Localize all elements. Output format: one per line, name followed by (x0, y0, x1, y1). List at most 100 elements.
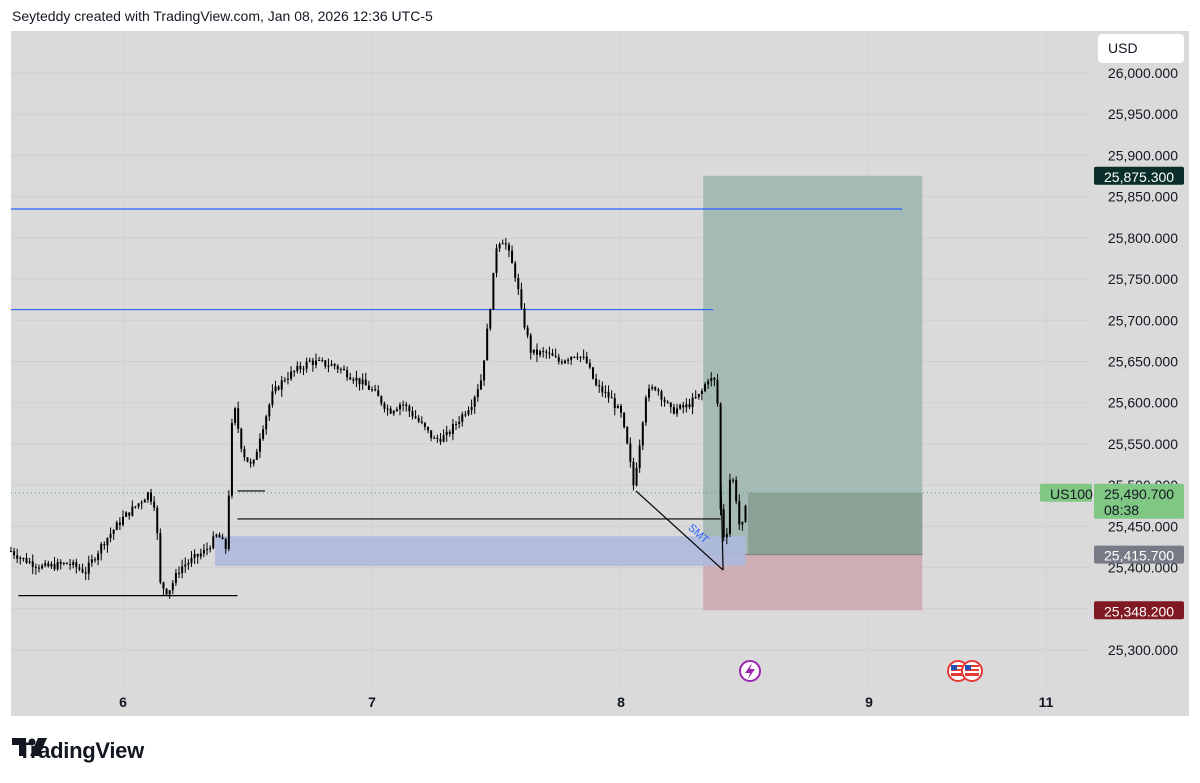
candle-body (526, 327, 529, 336)
open-profit-zone (747, 492, 923, 555)
candle-body (722, 509, 725, 538)
candle-body (367, 385, 370, 390)
candle-body (629, 443, 632, 462)
candle-body (59, 562, 62, 564)
candle-body (258, 438, 261, 452)
candle-body (358, 377, 361, 385)
candle-body (190, 557, 193, 563)
price-tick-label: 25,750.000 (1108, 271, 1178, 287)
candle-body (399, 404, 402, 410)
candle-body (414, 416, 417, 419)
candle-body (423, 422, 426, 427)
target-price-badge-text: 25,875.300 (1104, 169, 1174, 185)
candle-body (69, 564, 72, 566)
time-tick-label: 9 (865, 694, 873, 710)
price-tick-label: 25,800.000 (1108, 230, 1178, 246)
candle-body (420, 421, 423, 423)
candle-body (713, 377, 716, 380)
candle-body (511, 250, 514, 264)
candle-body (50, 563, 53, 567)
drawing-zones (215, 175, 923, 611)
candle-body (90, 559, 93, 563)
candle-body (37, 567, 40, 569)
candle-body (286, 378, 289, 380)
candle-body (458, 421, 461, 425)
candle-body (539, 351, 542, 355)
candle-body (741, 521, 744, 525)
candle-body (84, 572, 87, 574)
candle-body (697, 393, 700, 398)
candle-body (716, 379, 719, 404)
candle-body (476, 389, 479, 398)
chart-area[interactable] (11, 31, 1189, 716)
candle-body (128, 512, 131, 516)
candle-body (676, 408, 679, 414)
candle-body (395, 409, 398, 412)
candle-body (302, 368, 305, 370)
candle-body (174, 572, 177, 583)
candle-body (137, 503, 140, 507)
candle-body (115, 522, 118, 530)
candle-body (660, 391, 663, 400)
candle-body (274, 386, 277, 392)
candle-body (181, 566, 184, 574)
candle-body (445, 431, 448, 436)
candle-body (13, 551, 16, 556)
candle-body (620, 405, 622, 413)
candle-body (601, 386, 604, 393)
candle-body (498, 244, 501, 249)
candle-body (707, 380, 710, 385)
candle-body (433, 437, 436, 439)
candle-body (610, 397, 613, 399)
candle-body (613, 397, 616, 409)
candle-body (16, 555, 19, 559)
candle-body (221, 537, 224, 540)
candle-body (72, 562, 75, 566)
candle-body (520, 289, 523, 309)
candle-body (327, 365, 330, 367)
candle-body (455, 424, 458, 426)
candle-body (41, 565, 44, 569)
candle-body (336, 365, 339, 370)
candle-body (311, 360, 314, 365)
candle-body (314, 360, 317, 365)
candle-body (209, 548, 212, 550)
price-tick-label: 25,900.000 (1108, 147, 1178, 163)
candle-body (694, 397, 697, 399)
candle-body (168, 590, 171, 595)
candle-body (657, 389, 660, 392)
time-tick-label: 7 (368, 694, 376, 710)
candle-body (349, 377, 352, 380)
chart-attribution: Seyteddy created with TradingView.com, J… (12, 8, 433, 24)
currency-selector[interactable]: USD (1098, 34, 1184, 63)
candle-body (19, 558, 22, 560)
candle-body (598, 385, 601, 387)
candle-body (103, 543, 106, 546)
time-tick-label: 11 (1039, 694, 1054, 710)
candle-body (280, 380, 283, 390)
time-axis: 6 7 8 9 11 (119, 694, 1054, 710)
price-tick-label: 25,950.000 (1108, 106, 1178, 122)
candle-body (268, 404, 271, 417)
candle-body (514, 263, 517, 278)
candle-body (582, 356, 585, 358)
candle-body (417, 418, 420, 422)
candle-body (470, 406, 473, 411)
candle-body (551, 353, 554, 356)
candle-body (402, 404, 405, 406)
candle-body (700, 391, 703, 394)
candle-body (427, 426, 430, 431)
candle-body (47, 563, 50, 567)
us-flag-event-icon (961, 660, 983, 682)
candle-body (719, 403, 722, 510)
candle-body (162, 582, 165, 589)
entry-price-badge-text: 25,415.700 (1104, 548, 1174, 564)
candle-body (464, 414, 467, 416)
candle-body (725, 533, 728, 538)
target-price-badge (1094, 166, 1184, 185)
candle-body (669, 402, 672, 408)
candle-body (342, 368, 345, 371)
lightning-icon (745, 663, 755, 679)
